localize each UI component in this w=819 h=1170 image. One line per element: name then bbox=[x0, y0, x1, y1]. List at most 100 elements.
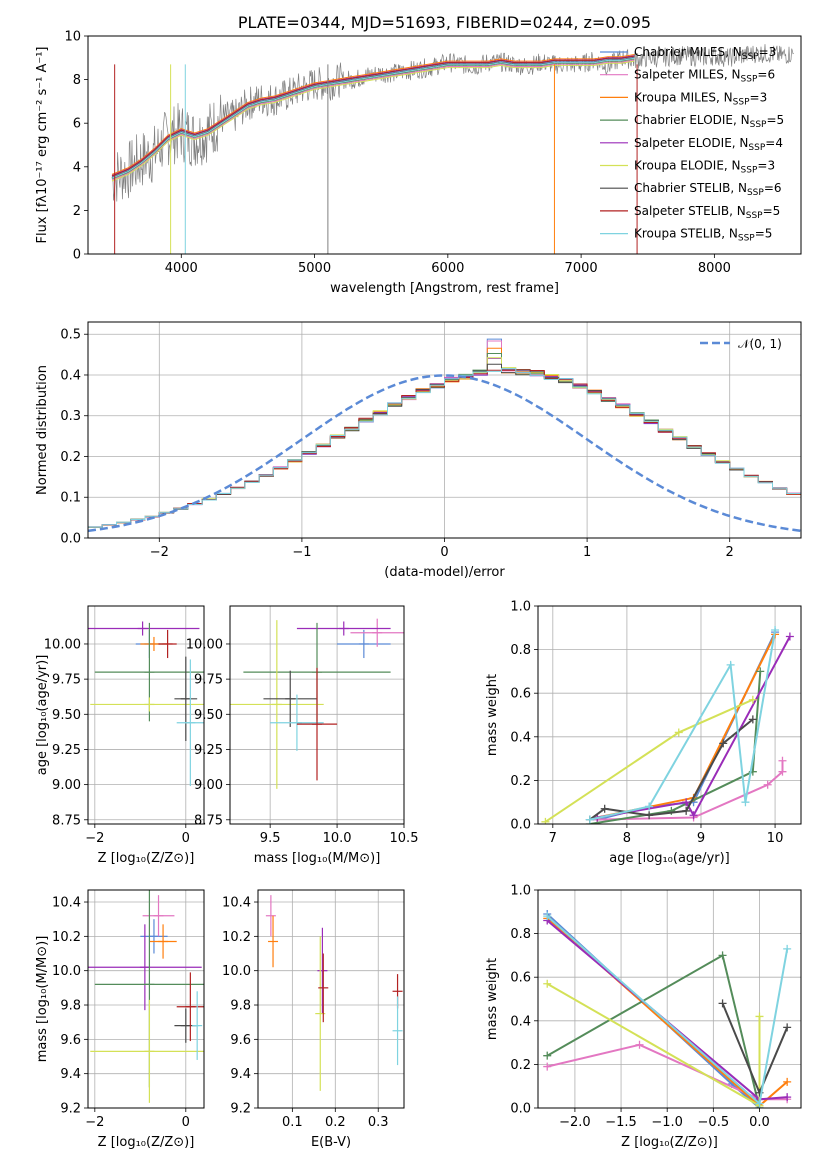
x-tick-label: −0.5 bbox=[698, 1115, 730, 1130]
y-tick-label: 10.0 bbox=[222, 964, 251, 979]
axes-frame bbox=[87, 605, 205, 825]
x-tick-label: −1.5 bbox=[605, 1115, 637, 1130]
y-tick-label: 0.2 bbox=[510, 1058, 531, 1073]
model-fit-line bbox=[111, 55, 635, 177]
y-tick-label: 9.4 bbox=[230, 1067, 251, 1082]
residual-panel: −2 −1 0 1 2 0.0 0.1 0.2 0.3 0.4 0.5 (data-model)/er… bbox=[35, 321, 802, 580]
x-axis-label: age [log₁₀(age/yr)] bbox=[609, 851, 730, 866]
y-tick-label: 10.00 bbox=[44, 637, 81, 652]
mass-weight-marker bbox=[645, 811, 654, 820]
y-tick-label: 8 bbox=[73, 73, 81, 88]
y-tick-label: 0.4 bbox=[510, 1014, 531, 1029]
y-tick-label: 0.3 bbox=[60, 409, 81, 424]
y-tick-label: 9.50 bbox=[52, 708, 81, 723]
model-fit-line bbox=[111, 58, 635, 180]
mass-weight-marker bbox=[726, 660, 735, 669]
y-tick-label: 10.0 bbox=[52, 964, 81, 979]
legend-entry: Chabrier MILES, NSSP=3 bbox=[634, 45, 776, 62]
x-tick-label: 7 bbox=[549, 831, 557, 846]
mass-weight-marker bbox=[778, 756, 787, 765]
plot-area bbox=[538, 606, 801, 824]
error-point bbox=[265, 895, 276, 937]
y-tick-label: 9.00 bbox=[52, 778, 81, 793]
y-tick-label: 9.75 bbox=[52, 673, 81, 688]
error-point bbox=[296, 667, 338, 781]
y-axis-label: mass [log₁₀(M/M⊙)] bbox=[35, 936, 50, 1063]
spectrum-legend: Chabrier MILES, NSSP=3 Salpeter MILES, NS… bbox=[600, 45, 784, 244]
legend-entry: Kroupa ELODIE, NSSP=3 bbox=[634, 159, 775, 176]
model-fit-line bbox=[111, 56, 635, 178]
model-fit-line bbox=[111, 60, 635, 182]
error-point bbox=[90, 999, 204, 1103]
mass-weight-marker bbox=[783, 1093, 792, 1102]
x-tick-label: 7000 bbox=[565, 261, 598, 276]
mass-weight-marker bbox=[543, 979, 552, 988]
x-tick-label: −2 bbox=[150, 545, 169, 560]
y-tick-label: 9.6 bbox=[60, 1033, 81, 1048]
y-tick-label: 0.5 bbox=[60, 328, 81, 343]
x-tick-label: 10 bbox=[767, 831, 784, 846]
x-tick-label: 0.1 bbox=[282, 1115, 303, 1130]
x-tick-label: 2 bbox=[726, 545, 734, 560]
error-point bbox=[176, 659, 204, 787]
mass-weight-line bbox=[589, 671, 762, 824]
error-point bbox=[192, 991, 203, 1060]
mass-weight-marker bbox=[543, 1062, 552, 1071]
mass-weight-marker bbox=[718, 951, 727, 960]
x-tick-label: 10.5 bbox=[390, 831, 419, 846]
x-tick-label: 4000 bbox=[165, 261, 198, 276]
y-tick-label: 0.8 bbox=[510, 643, 531, 658]
mass-weight-marker bbox=[783, 1023, 792, 1032]
legend-entry: Chabrier STELIB, NSSP=6 bbox=[634, 181, 782, 198]
axes-frame bbox=[229, 605, 405, 825]
x-axis-label: Z [log₁₀(Z/Z⊙)] bbox=[621, 1135, 718, 1150]
spectrum-panel: 4000 5000 6000 7000 8000 0 2 4 6 8 10 wavelength [A… bbox=[35, 13, 802, 296]
y-tick-label: 0.8 bbox=[510, 927, 531, 942]
x-tick-label: −1.0 bbox=[651, 1115, 683, 1130]
mass-weight-marker bbox=[755, 1012, 764, 1021]
errorbar-panel: −2 0 8.75 9.00 9.25 9.50 9.75 10.00 Z [log₁₀(Z/Z… bbox=[35, 605, 205, 866]
mass-weight-marker bbox=[778, 767, 787, 776]
y-tick-label: 9.00 bbox=[194, 778, 223, 793]
plot-area bbox=[258, 890, 404, 1108]
mass-weight-marker bbox=[741, 798, 750, 807]
x-axis-label: E(B-V) bbox=[311, 1135, 351, 1150]
legend-entry: Chabrier ELODIE, NSSP=5 bbox=[634, 113, 784, 130]
x-tick-label: 8000 bbox=[698, 261, 731, 276]
y-tick-label: 8.75 bbox=[52, 813, 81, 828]
y-tick-label: 10 bbox=[64, 30, 81, 45]
error-point bbox=[88, 621, 200, 636]
error-point bbox=[350, 618, 404, 647]
x-tick-label: −1 bbox=[292, 545, 311, 560]
mass-weight-marker bbox=[771, 625, 780, 634]
error-point bbox=[90, 697, 204, 712]
error-point bbox=[270, 694, 324, 751]
mass-weight-marker bbox=[718, 999, 727, 1008]
mass-weight-marker bbox=[763, 780, 772, 789]
x-tick-label: 1 bbox=[583, 545, 591, 560]
y-tick-label: 0.2 bbox=[60, 450, 81, 465]
y-tick-label: 10.2 bbox=[222, 930, 251, 945]
normal-reference-curve bbox=[88, 374, 801, 533]
error-point bbox=[318, 953, 329, 1023]
mass-weight-marker bbox=[674, 728, 683, 737]
error-point bbox=[263, 670, 317, 727]
x-tick-label: 10.0 bbox=[323, 831, 352, 846]
y-tick-label: 9.25 bbox=[52, 743, 81, 758]
y-tick-label: 9.2 bbox=[60, 1102, 81, 1117]
y-tick-label: 0.0 bbox=[510, 818, 531, 833]
error-point bbox=[176, 972, 204, 1042]
x-tick-label: 5000 bbox=[298, 261, 331, 276]
y-tick-label: 0.1 bbox=[60, 491, 81, 506]
x-tick-label: −2 bbox=[85, 1115, 104, 1130]
errorbar-panel: 9.5 10.0 10.5 8.75 9.00 9.25 9.50 9.75 10.00 mass… bbox=[186, 605, 419, 866]
x-tick-label: 0.0 bbox=[749, 1115, 770, 1130]
legend-entry: Salpeter MILES, NSSP=6 bbox=[634, 68, 775, 85]
mass-weight-line bbox=[546, 982, 761, 1108]
x-axis-label: Z [log₁₀(Z/Z⊙)] bbox=[98, 851, 195, 866]
mass-weight-line bbox=[597, 636, 791, 819]
x-tick-label: 0 bbox=[440, 545, 448, 560]
error-point bbox=[158, 629, 177, 659]
x-tick-label: −2 bbox=[85, 831, 104, 846]
